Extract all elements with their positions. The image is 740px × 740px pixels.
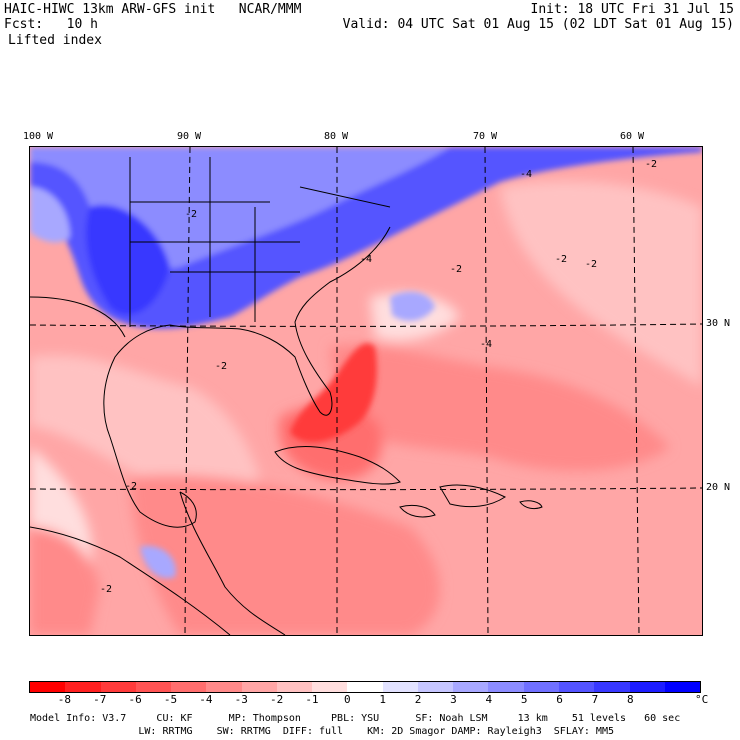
- contour-label: -4: [360, 254, 372, 265]
- colorbar-tick-label: 1: [379, 693, 386, 706]
- field-red-caribbean: [130, 475, 440, 635]
- coastline-hispaniola: [439, 484, 506, 508]
- colorbar-tick-label: -6: [128, 693, 142, 706]
- colorbar-segment: [594, 682, 630, 692]
- parallel-20n: [30, 487, 702, 491]
- colorbar-tick-label: 4: [485, 693, 493, 706]
- colorbar-tick-label: 6: [556, 693, 563, 706]
- map-svg: -2 -4 -2 -2 -4 -2 -2 -2 -2 -2 -4: [30, 147, 702, 635]
- init-time: Init: 18 UTC Fri 31 Jul 15: [530, 2, 735, 17]
- colorbar-tick-label: 0: [344, 693, 351, 706]
- contour-label: -2: [185, 209, 197, 220]
- colorbar-tick-label: -8: [57, 693, 71, 706]
- border-us-mexico: [30, 296, 126, 338]
- contour-label: -2: [645, 159, 657, 170]
- field-strong-red: [290, 343, 377, 443]
- colorbar-tick-label: -5: [163, 693, 178, 706]
- colorbar-segment: [171, 682, 207, 692]
- colorbar-tick-label: -7: [93, 693, 107, 706]
- colorbar-segment: [558, 682, 595, 692]
- colorbar-tick-label: -3: [234, 693, 248, 706]
- colorbar-segment: [417, 682, 454, 692]
- contour-label: -2: [450, 264, 462, 275]
- meridian-70w: [484, 147, 489, 635]
- colorbar-segment: [488, 682, 524, 692]
- lon-label-100w: 100 W: [22, 131, 54, 142]
- lon-label-90w: 90 W: [176, 131, 202, 142]
- field-light-gulf: [30, 354, 260, 500]
- forecast-hour: Fcst: 10 h: [4, 17, 98, 32]
- lat-label-20n: 20 N: [706, 482, 731, 493]
- field-red-pacific: [30, 527, 100, 635]
- colorbar-segment: [206, 682, 242, 692]
- colorbar-tick-label: -1: [305, 693, 319, 706]
- colorbar-unit: °C: [695, 693, 709, 706]
- colorbar-segment: [135, 682, 172, 692]
- meridian-90w: [184, 147, 191, 635]
- colorbar-tick-label: 7: [591, 693, 599, 706]
- lat-label-30n: 30 N: [706, 318, 731, 329]
- coastline-puerto-rico: [519, 500, 543, 510]
- colorbar-tick-label: 5: [520, 693, 528, 706]
- contour-label: -4: [520, 169, 532, 180]
- colorbar-tick-label: -2: [269, 693, 284, 706]
- field-name: Lifted index: [8, 33, 102, 48]
- colorbar-segment: [65, 682, 101, 692]
- lon-label-80w: 80 W: [323, 131, 349, 142]
- colorbar-segment: [100, 682, 136, 692]
- valid-time: Valid: 04 UTC Sat 01 Aug 15 (02 LDT Sat …: [342, 17, 734, 32]
- lon-label-60w: 60 W: [619, 131, 645, 142]
- field-blue-west: [30, 187, 70, 243]
- colorbar-segment: [453, 682, 489, 692]
- colorbar-segment: [629, 682, 665, 692]
- colorbar-segment: [664, 682, 701, 692]
- field-blue-deep-texas: [86, 205, 170, 315]
- contour-label: -2: [585, 259, 597, 270]
- coastline-jamaica: [399, 504, 436, 518]
- coastline-central-america-north: [179, 491, 286, 635]
- contour-label: -2: [555, 254, 567, 265]
- contour-label: -4: [480, 339, 492, 350]
- contour-labels: -2 -4 -2 -2 -4 -2 -2 -2 -2 -2 -4: [100, 159, 657, 595]
- colorbar-tick-label: -4: [199, 693, 213, 706]
- field-light-atlantic: [500, 181, 702, 387]
- parallel-30n: [30, 323, 702, 327]
- field-blue-offshore: [390, 291, 435, 321]
- colorbar-segment: [241, 682, 277, 692]
- contour-label: -2: [215, 361, 227, 372]
- coastline-cuba: [274, 446, 401, 485]
- state-lines: [129, 157, 391, 327]
- colorbar-segment: [30, 682, 66, 692]
- colorbar-segment: [382, 682, 418, 692]
- header-title: HAIC-HIWC 13km ARW-GFS init NCAR/MMM: [4, 2, 302, 17]
- contour-label: -2: [125, 481, 137, 492]
- colorbar-segment: [312, 682, 348, 692]
- coastline-gulf: [103, 226, 391, 528]
- meridian-60w: [632, 147, 640, 635]
- model-info-line1: Model Info: V3.7 CU: KF MP: Thompson PBL…: [30, 713, 681, 724]
- field-blue-central-america: [140, 546, 176, 579]
- lifted-index-map: -2 -4 -2 -2 -4 -2 -2 -2 -2 -2 -4: [29, 146, 703, 636]
- colorbar-tick-label: 3: [450, 693, 457, 706]
- colorbar-segment: [523, 682, 559, 692]
- colorbar-segment: [276, 682, 313, 692]
- coastlines: [30, 157, 543, 635]
- coastline-pacific: [30, 526, 231, 635]
- colorbar: [29, 681, 701, 693]
- colorbar-tick-label: 8: [626, 693, 634, 706]
- model-info-line2: LW: RRTMG SW: RRTMG DIFF: full KM: 2D Sm…: [30, 726, 614, 737]
- contour-label: -2: [100, 584, 112, 595]
- colorbar-segment: [347, 682, 383, 692]
- colorbar-tick-label: 2: [414, 693, 422, 706]
- field-red-central: [330, 344, 670, 471]
- graticule: [30, 147, 702, 635]
- lon-label-70w: 70 W: [472, 131, 498, 142]
